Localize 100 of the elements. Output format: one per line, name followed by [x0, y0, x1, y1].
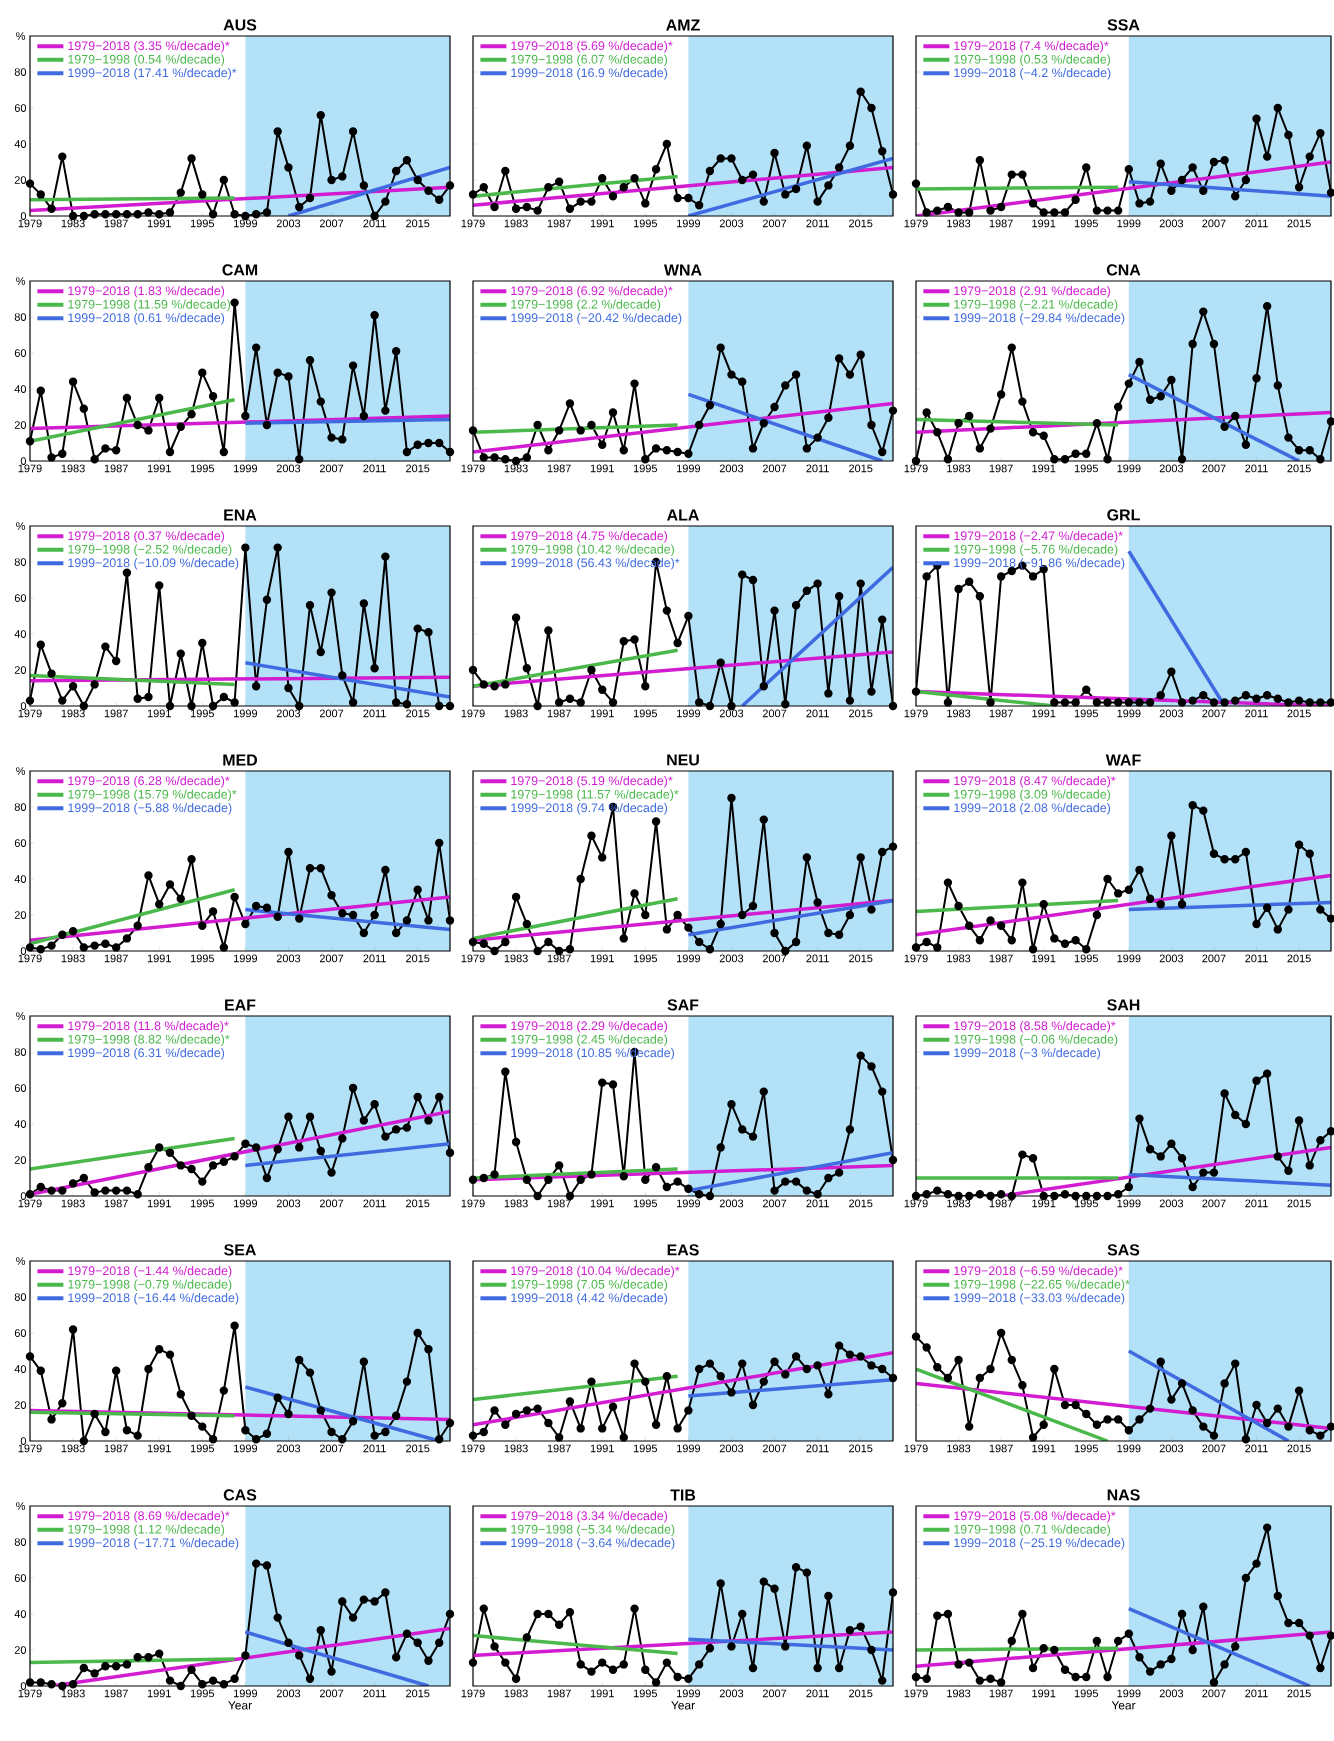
point [1188, 1645, 1197, 1655]
x-tick-label: 1983 [504, 709, 528, 718]
point [294, 1651, 304, 1660]
point [1241, 440, 1250, 450]
point [434, 1092, 444, 1102]
point [1294, 1618, 1304, 1628]
x-tick-label: 2007 [1202, 1689, 1226, 1698]
point [1071, 698, 1080, 707]
point [251, 1559, 261, 1568]
point [1199, 1168, 1208, 1177]
point [262, 208, 272, 217]
point [834, 354, 844, 363]
x-tick-label: 1995 [1074, 954, 1098, 963]
point [370, 910, 379, 920]
point [1252, 114, 1261, 124]
point [208, 1676, 218, 1685]
point [694, 937, 704, 947]
x-tick-label: 1983 [504, 1199, 528, 1208]
point [975, 1373, 984, 1383]
point [727, 370, 736, 379]
x-tick-label: 1987 [104, 219, 128, 228]
point [25, 1352, 35, 1361]
point [673, 193, 682, 203]
point [587, 831, 596, 841]
x-tick-label: 1987 [104, 1199, 128, 1208]
point [36, 640, 45, 650]
x-tick-label: 2007 [1202, 219, 1226, 228]
point [1316, 455, 1325, 464]
x-tick-label: 1991 [147, 1689, 171, 1698]
point [479, 1427, 488, 1437]
point [144, 426, 153, 435]
point [402, 1123, 412, 1132]
x-tick-label: 2015 [1287, 709, 1311, 718]
point [359, 181, 368, 190]
point [533, 946, 542, 956]
point [694, 1660, 704, 1669]
x-tick-label: 2007 [319, 464, 344, 473]
x-tick-label: 1999 [676, 464, 700, 473]
point [1028, 428, 1038, 437]
point [1145, 698, 1155, 707]
point [490, 682, 499, 691]
x-tick-label: 2011 [1245, 1689, 1268, 1698]
point [1209, 698, 1219, 707]
point [608, 698, 618, 707]
point [1262, 1523, 1272, 1532]
point [262, 903, 272, 913]
point [641, 199, 650, 208]
point [781, 190, 790, 199]
point [522, 1175, 531, 1185]
legend-label: 1999−2018 (−17.71 %/decade) [68, 1538, 239, 1550]
point [943, 1190, 953, 1199]
point [813, 1190, 822, 1199]
point [1188, 163, 1197, 172]
point [867, 687, 876, 696]
point [241, 543, 250, 552]
point [554, 698, 564, 707]
x-tick-label: 2015 [1287, 464, 1311, 473]
point [813, 579, 822, 588]
point [359, 411, 368, 421]
point [68, 1325, 78, 1334]
point [1103, 698, 1112, 707]
point [996, 1190, 1006, 1199]
point [68, 377, 78, 387]
y-axis-title: % [16, 32, 25, 40]
point [187, 410, 196, 419]
legend-label: 1979−1998 (8.82 %/decade)* [68, 1034, 230, 1047]
point [802, 444, 811, 453]
point [651, 1678, 661, 1687]
point [36, 1366, 45, 1376]
point [208, 907, 218, 916]
point [154, 1143, 164, 1152]
point [273, 1613, 282, 1622]
point [1220, 1089, 1229, 1098]
point [1028, 1663, 1038, 1673]
x-tick-label: 2011 [806, 219, 829, 228]
point [219, 692, 228, 702]
point [219, 943, 228, 952]
point [554, 1620, 564, 1630]
point [1081, 163, 1091, 172]
point [877, 1087, 887, 1096]
point [122, 568, 132, 578]
point [684, 611, 693, 621]
point [630, 174, 639, 183]
point [533, 1404, 542, 1413]
point [490, 946, 499, 956]
point [1018, 170, 1027, 179]
point [391, 698, 401, 707]
point [673, 910, 682, 920]
x-tick-label: 1987 [547, 219, 571, 228]
point [327, 1168, 336, 1177]
point [25, 437, 35, 446]
point [1050, 934, 1059, 943]
x-tick-label: 2003 [719, 709, 744, 718]
point [413, 1328, 422, 1338]
point [1135, 357, 1144, 367]
x-tick-label: 1983 [504, 464, 528, 473]
point [101, 1186, 110, 1195]
point [932, 1186, 942, 1195]
point [1060, 1665, 1070, 1675]
legend-label: 1979−1998 (10.42 %/decade) [511, 544, 674, 557]
